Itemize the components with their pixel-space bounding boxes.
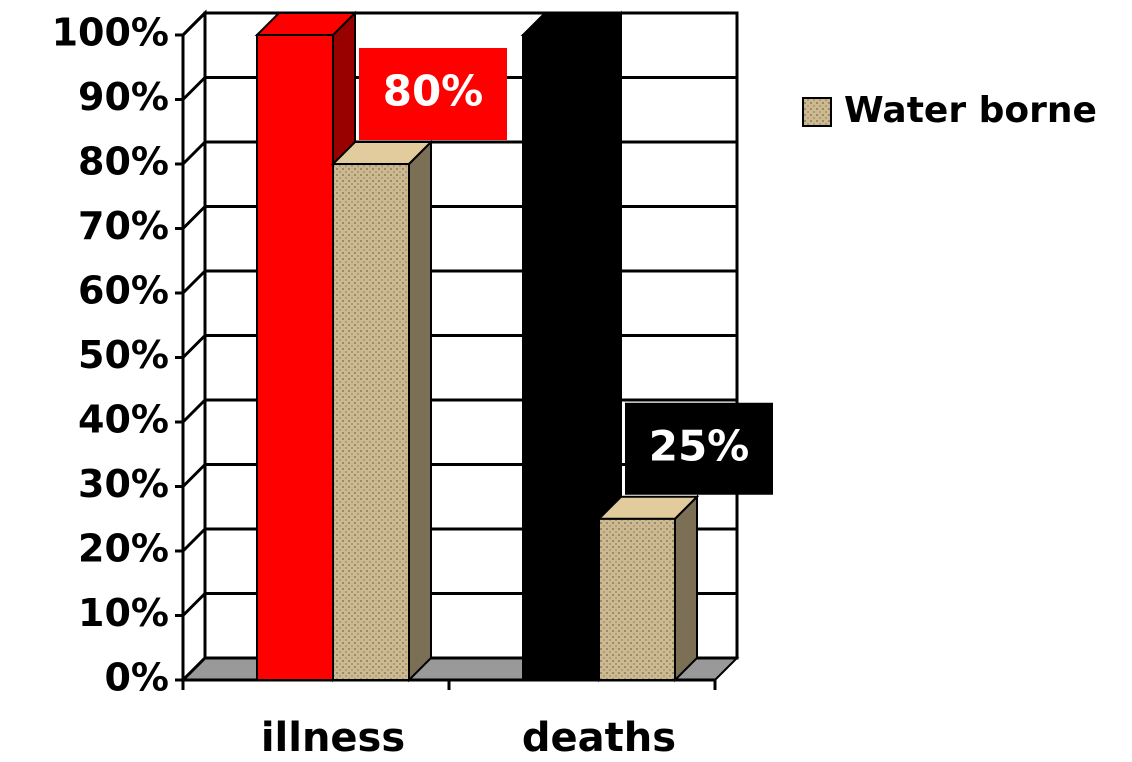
grid-line <box>181 269 207 295</box>
bar <box>330 139 434 683</box>
grid-line <box>181 398 207 424</box>
grid-line <box>181 205 207 230</box>
x-tick-label: deaths <box>522 715 676 761</box>
data-label: 80% <box>383 67 484 116</box>
y-tick-label: 100% <box>52 11 169 55</box>
bar-front <box>332 163 410 681</box>
y-tick-label: 90% <box>78 75 169 119</box>
y-tick-label: 30% <box>78 462 169 506</box>
legend-label: Water borne <box>844 90 1097 131</box>
bar-front <box>522 34 600 681</box>
bar-top <box>254 12 358 36</box>
bar <box>596 494 700 683</box>
y-tick-label: 0% <box>104 656 169 700</box>
bar-side <box>408 139 432 683</box>
bar-top <box>330 141 434 165</box>
y-tick-label: 50% <box>78 333 169 377</box>
grid-line <box>181 656 207 682</box>
y-tick-label: 60% <box>78 269 169 313</box>
y-tick-label: 20% <box>78 527 169 571</box>
y-tick-label: 70% <box>78 204 169 248</box>
grid-line <box>181 592 207 617</box>
grid-line <box>181 11 207 37</box>
grid-line <box>181 140 207 166</box>
data-label-box <box>625 402 773 495</box>
legend-swatch <box>802 97 832 127</box>
data-label: 25% <box>649 421 750 470</box>
y-tick-label: 40% <box>78 398 169 442</box>
grid-line <box>181 527 207 553</box>
data-label-box <box>359 48 507 140</box>
bar-front <box>256 34 334 681</box>
grid-line <box>181 334 207 359</box>
bar-top <box>520 12 624 36</box>
grid-line <box>181 463 207 488</box>
y-tick-label: 10% <box>78 591 169 635</box>
bar-top <box>596 495 700 520</box>
bar-side <box>674 494 698 683</box>
bar-front <box>598 517 676 681</box>
y-tick-label: 80% <box>78 140 169 184</box>
grid-line <box>181 76 207 101</box>
x-tick-label: illness <box>261 715 405 761</box>
